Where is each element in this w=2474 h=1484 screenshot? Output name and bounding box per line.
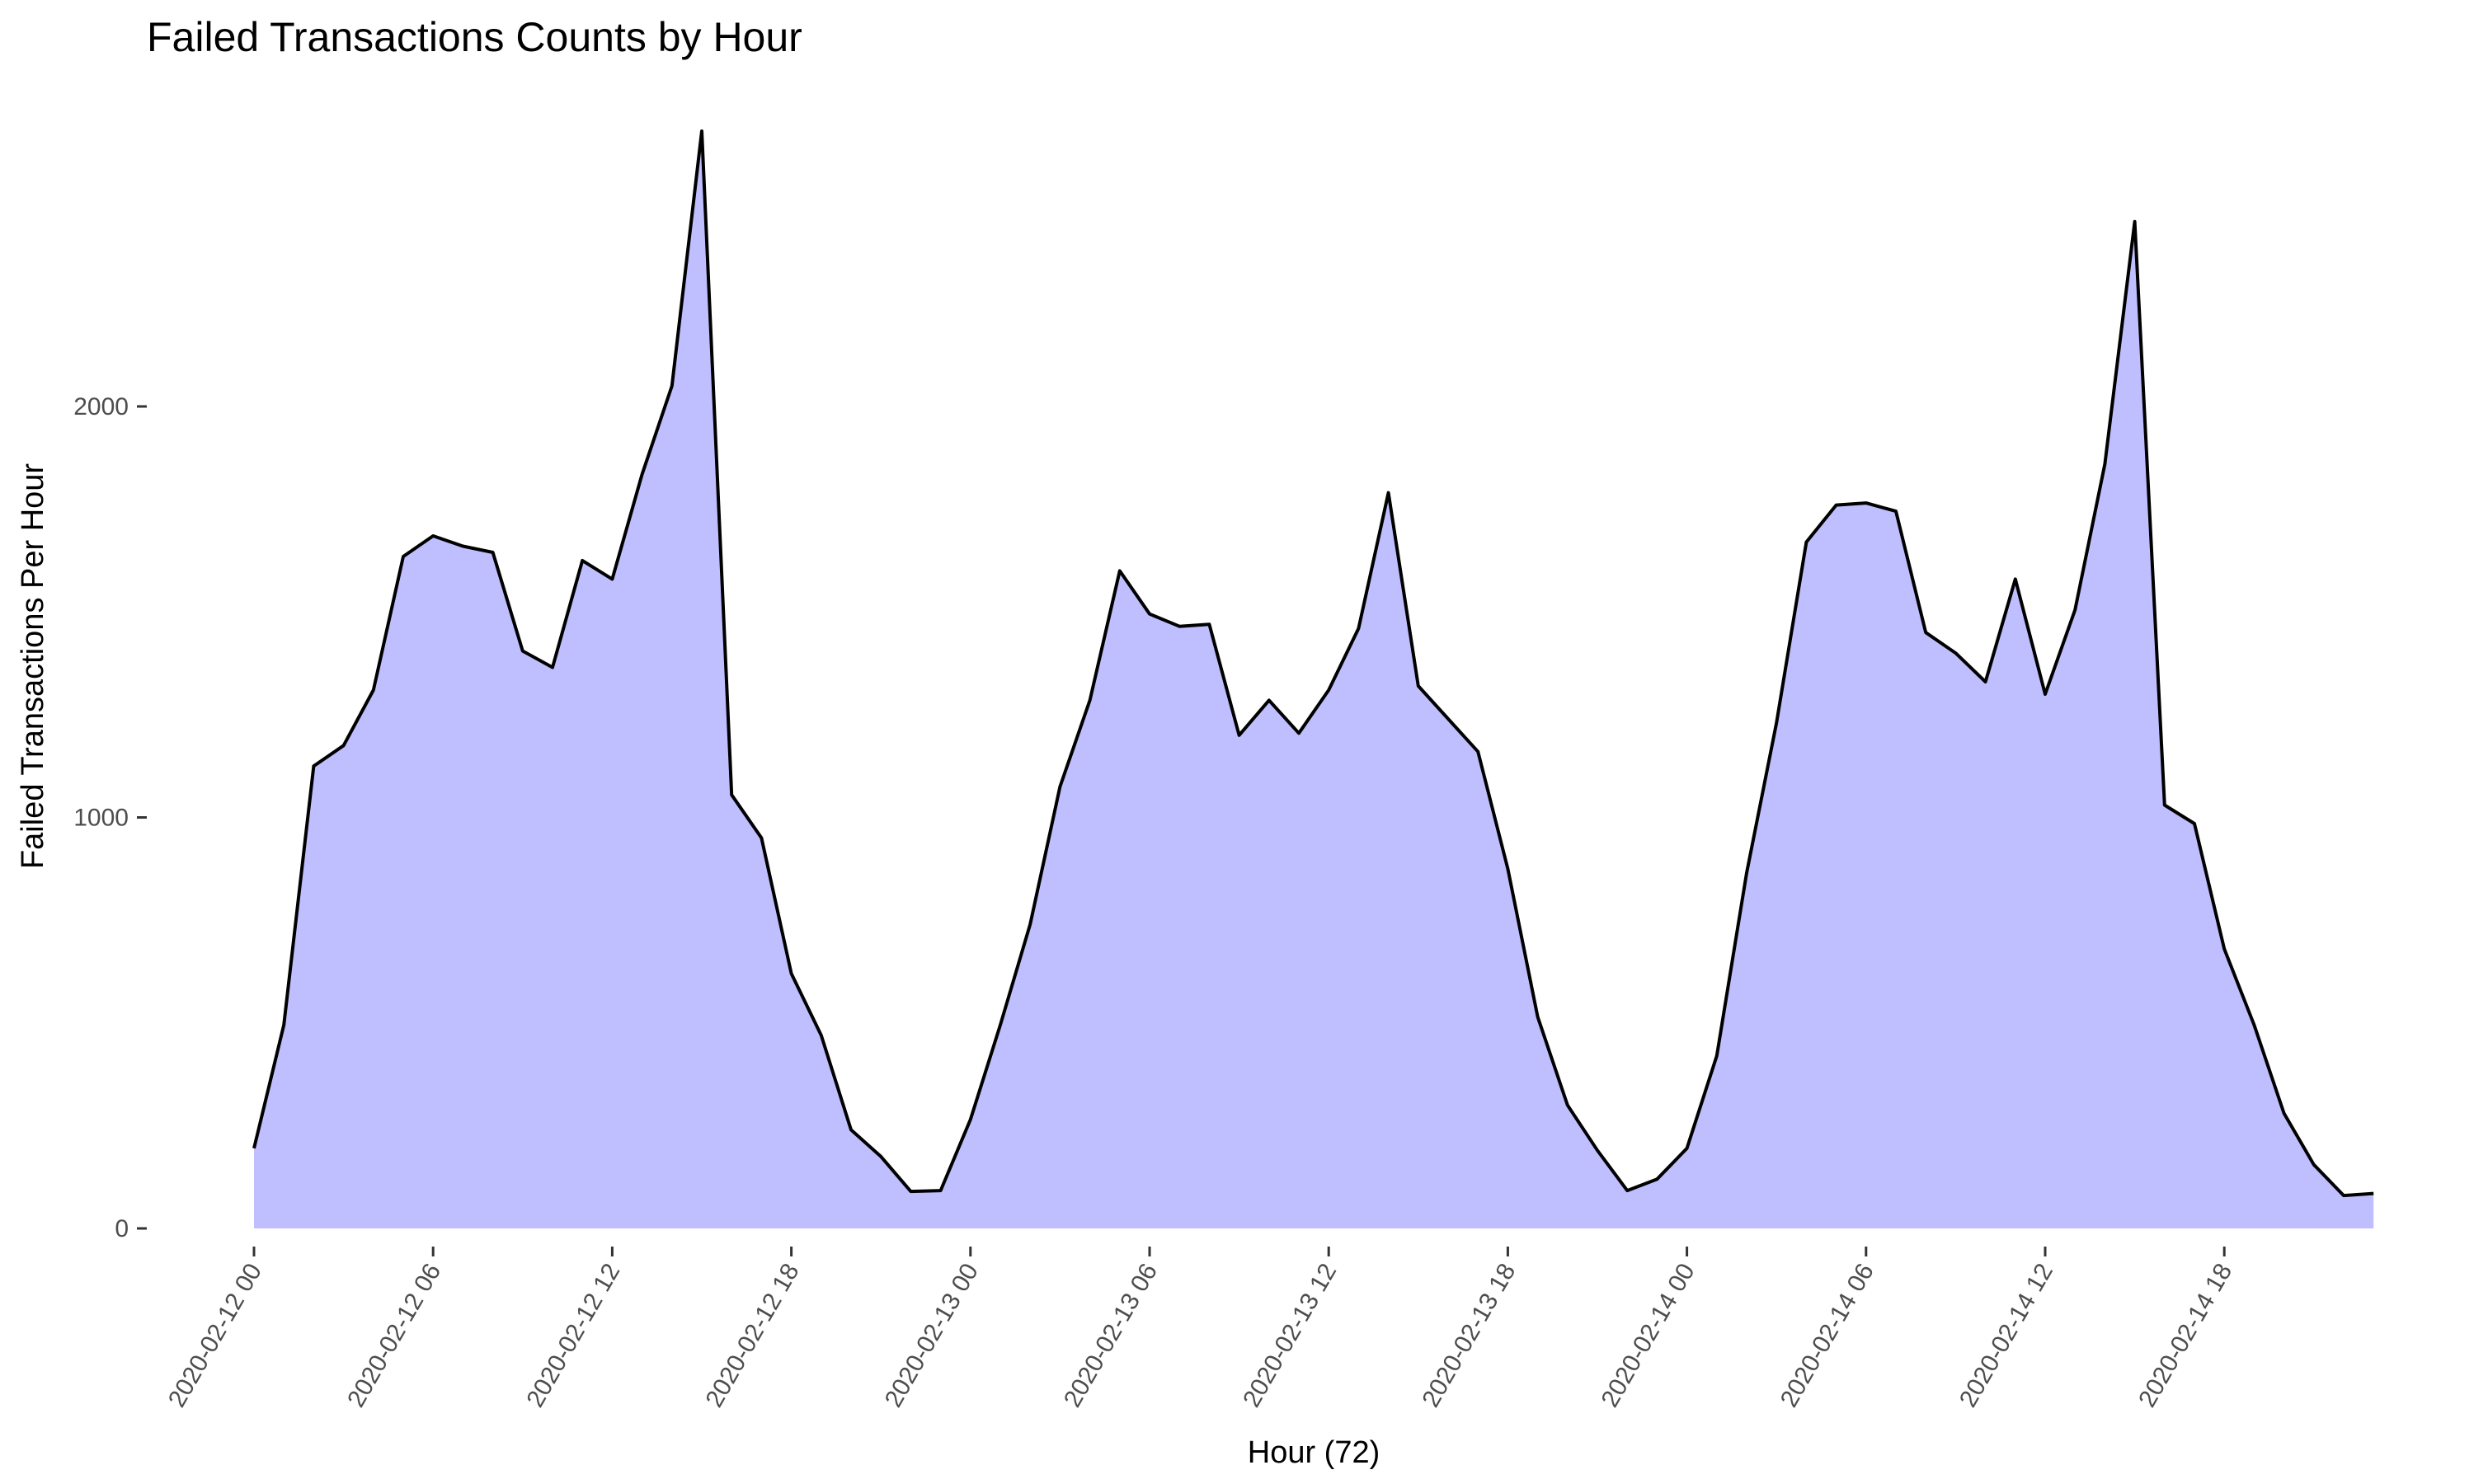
x-axis: 2020-02-12 00 2020-02-12 06 2020-02-12 12 2…	[163, 1247, 2237, 1412]
x-tick-label: 2020-02-13 18	[1417, 1259, 1521, 1412]
chart-title: Failed Transactions Counts by Hour	[147, 14, 802, 60]
y-tick-label: 1000	[73, 805, 129, 832]
x-tick-label: 2020-02-13 06	[1059, 1259, 1163, 1412]
x-tick-label: 2020-02-12 06	[342, 1259, 446, 1412]
y-tick-label: 2000	[73, 393, 129, 420]
area-fill	[254, 131, 2374, 1228]
x-tick-label: 2020-02-14 12	[1954, 1259, 2058, 1412]
x-tick-label: 2020-02-12 12	[521, 1259, 625, 1412]
x-tick-label: 2020-02-13 00	[880, 1259, 984, 1412]
plot-area	[252, 129, 2374, 1228]
x-tick-label: 2020-02-13 12	[1238, 1259, 1342, 1412]
x-tick-label: 2020-02-14 18	[2133, 1259, 2237, 1412]
y-axis-title: Failed Transactions Per Hour	[16, 463, 50, 869]
x-tick-label: 2020-02-12 00	[163, 1259, 267, 1412]
y-axis: 0 1000 2000	[73, 393, 147, 1242]
y-tick-label: 0	[115, 1215, 129, 1242]
area-line	[252, 129, 2374, 1198]
x-tick-label: 2020-02-14 00	[1596, 1259, 1700, 1412]
x-axis-title: Hour (72)	[1248, 1435, 1380, 1470]
x-tick-label: 2020-02-12 18	[700, 1259, 804, 1412]
x-tick-label: 2020-02-14 06	[1776, 1259, 1879, 1412]
